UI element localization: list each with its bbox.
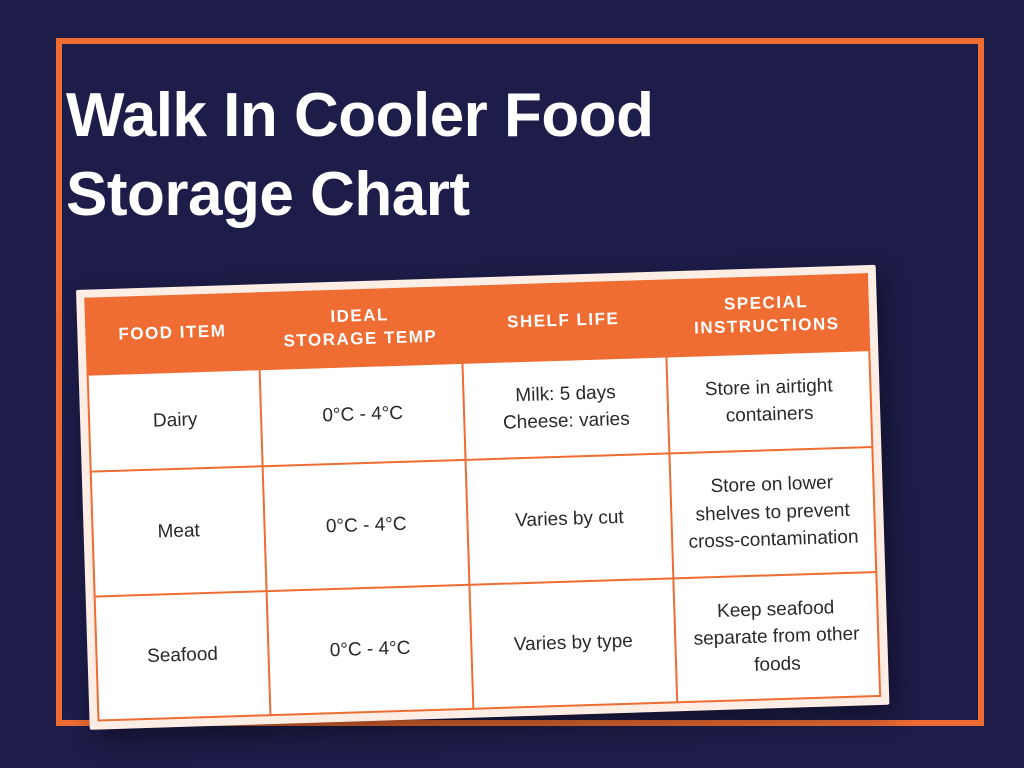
table-cell: Keep seafood separate from other foods bbox=[673, 572, 880, 703]
table-header-cell: IDEAL STORAGE TEMP bbox=[257, 287, 463, 369]
page-title: Walk In Cooler Food Storage Chart bbox=[66, 76, 654, 235]
table-cell: Store on lower shelves to prevent cross-… bbox=[669, 447, 876, 578]
table-cell: Store in airtight containers bbox=[666, 350, 872, 453]
table-cell: Milk: 5 days Cheese: varies bbox=[463, 356, 669, 459]
table-row: Meat0°C - 4°CVaries by cutStore on lower… bbox=[91, 447, 877, 596]
table-header-cell: FOOD ITEM bbox=[85, 293, 259, 374]
table-cell: Seafood bbox=[95, 591, 271, 721]
table-body: Dairy0°C - 4°CMilk: 5 days Cheese: varie… bbox=[88, 350, 880, 721]
table-cell: 0°C - 4°C bbox=[263, 460, 470, 591]
table-header-cell: SPECIAL INSTRUCTIONS bbox=[664, 274, 870, 356]
table-cell: 0°C - 4°C bbox=[267, 584, 474, 715]
table-cell: Meat bbox=[91, 466, 267, 596]
storage-table-card: FOOD ITEMIDEAL STORAGE TEMPSHELF LIFESPE… bbox=[76, 265, 889, 730]
table-cell: Varies by type bbox=[470, 578, 677, 709]
table-cell: Varies by cut bbox=[466, 453, 673, 584]
food-storage-table: FOOD ITEMIDEAL STORAGE TEMPSHELF LIFESPE… bbox=[84, 273, 881, 722]
table-cell: Dairy bbox=[88, 369, 263, 471]
table-cell: 0°C - 4°C bbox=[260, 363, 466, 466]
table-header-cell: SHELF LIFE bbox=[460, 281, 666, 363]
table-row: Seafood0°C - 4°CVaries by typeKeep seafo… bbox=[95, 572, 881, 721]
